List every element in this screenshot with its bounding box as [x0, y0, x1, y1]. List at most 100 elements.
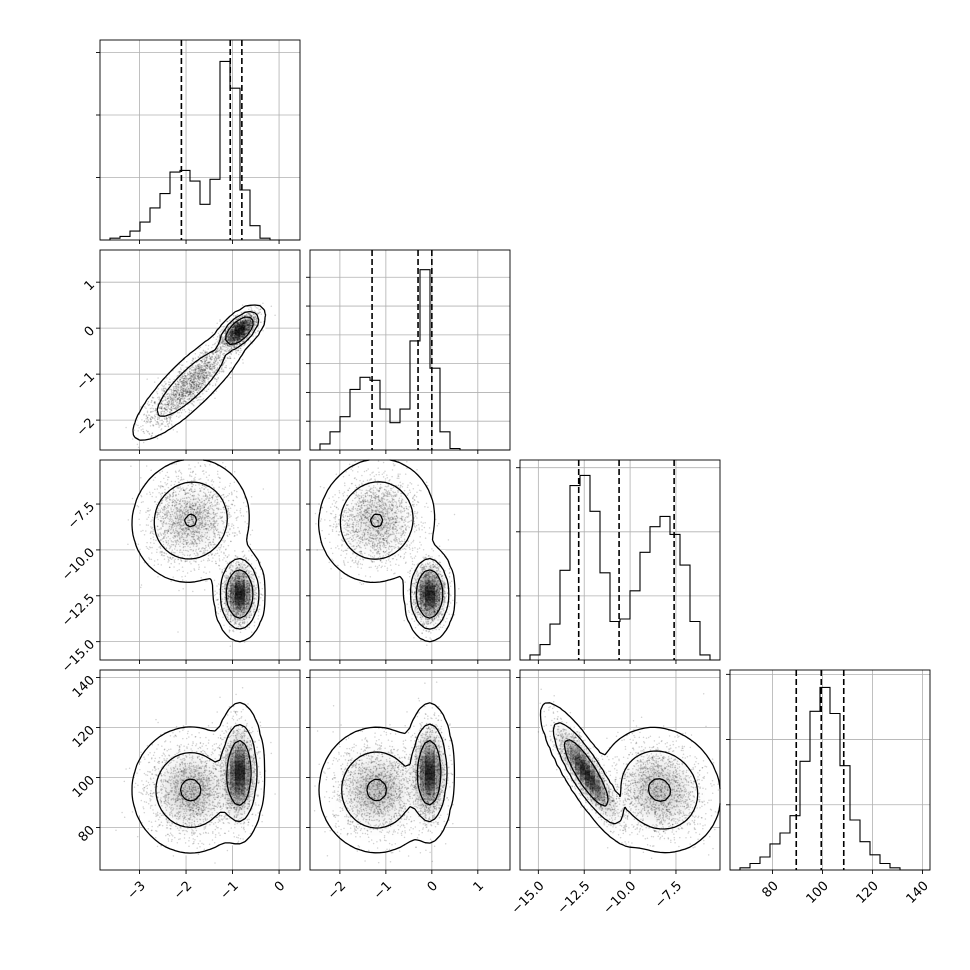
density-cell — [160, 525, 166, 531]
density-cell — [235, 555, 241, 561]
density-cell — [405, 540, 411, 546]
scatter-point — [160, 388, 163, 390]
density-cell — [390, 560, 396, 566]
density-cell — [200, 780, 206, 786]
scatter-point — [182, 364, 184, 366]
density-cell — [440, 575, 446, 581]
density-cell — [545, 715, 551, 721]
density-cell — [205, 460, 211, 466]
density-cell — [175, 410, 181, 416]
density-cell — [190, 495, 196, 501]
density-cell — [140, 765, 146, 771]
density-cell — [215, 835, 221, 841]
density-cell — [205, 785, 211, 791]
density-cell — [160, 750, 166, 756]
density-cell — [340, 525, 346, 531]
density-cell — [140, 820, 146, 826]
density-cell — [155, 530, 161, 536]
density-cell — [425, 625, 431, 631]
density-cell — [405, 580, 411, 586]
density-cell — [405, 600, 411, 606]
density-cell — [370, 570, 376, 576]
density-cell — [365, 560, 371, 566]
density-cell — [160, 755, 166, 761]
density-cell — [155, 415, 161, 421]
density-cell — [160, 560, 166, 566]
density-cell — [225, 620, 231, 626]
density-cell — [395, 545, 401, 551]
density-cell — [185, 765, 191, 771]
density-cell — [140, 535, 146, 541]
density-cell — [200, 760, 206, 766]
density-cell — [135, 425, 141, 431]
density-cell — [320, 540, 326, 546]
density-cell — [675, 830, 681, 836]
density-cell — [200, 845, 206, 851]
density-cell — [170, 780, 176, 786]
density-cell — [240, 345, 246, 351]
density-cell — [385, 460, 391, 466]
density-cell — [375, 575, 381, 581]
density-cell — [200, 515, 206, 521]
density-cell — [360, 500, 366, 506]
density-cell — [175, 730, 181, 736]
density-cell — [390, 520, 396, 526]
density-cell — [170, 570, 176, 576]
density-cell — [150, 530, 156, 536]
density-cell — [165, 540, 171, 546]
density-cell — [190, 375, 196, 381]
density-cell — [190, 475, 196, 481]
density-cell — [350, 520, 356, 526]
density-cell — [335, 770, 341, 776]
density-cell — [425, 500, 431, 506]
density-cell — [170, 375, 176, 381]
density-cell — [145, 520, 151, 526]
density-cell — [195, 845, 201, 851]
density-cell — [200, 800, 206, 806]
density-cell — [410, 585, 416, 591]
density-cell — [205, 560, 211, 566]
density-cell — [330, 550, 336, 556]
density-cell — [695, 810, 701, 816]
density-cell — [240, 525, 246, 531]
density-cell — [415, 570, 421, 576]
scatter-point — [252, 335, 254, 338]
density-cell — [350, 535, 356, 541]
density-cell — [380, 570, 386, 576]
density-cell — [395, 530, 401, 536]
density-cell — [195, 355, 201, 361]
density-cell — [140, 500, 146, 506]
density-cell — [235, 535, 241, 541]
density-cell — [165, 770, 171, 776]
density-cell — [325, 510, 331, 516]
density-cell — [345, 555, 351, 561]
density-cell — [245, 575, 251, 581]
density-cell — [250, 580, 256, 586]
density-cell — [235, 585, 241, 591]
density-cell — [220, 495, 226, 501]
density-cell — [255, 325, 261, 331]
density-cell — [250, 315, 256, 321]
density-cell — [220, 795, 226, 801]
density-cell — [195, 520, 201, 526]
density-cell — [195, 470, 201, 476]
density-cell — [325, 495, 331, 501]
scatter-point — [204, 382, 207, 384]
density-cell — [610, 755, 616, 761]
density-cell — [220, 590, 226, 596]
density-cell — [330, 520, 336, 526]
density-cell — [220, 560, 226, 566]
density-cell — [230, 495, 236, 501]
scatter-point — [154, 419, 157, 422]
density-cell — [160, 785, 166, 791]
density-cell — [370, 555, 376, 561]
density-cell — [150, 820, 156, 826]
density-cell — [175, 540, 181, 546]
density-cell — [175, 810, 181, 816]
density-cell — [195, 380, 201, 386]
density-cell — [165, 485, 171, 491]
density-cell — [415, 605, 421, 611]
density-cell — [345, 525, 351, 531]
density-cell — [545, 725, 551, 731]
density-cell — [430, 630, 436, 636]
